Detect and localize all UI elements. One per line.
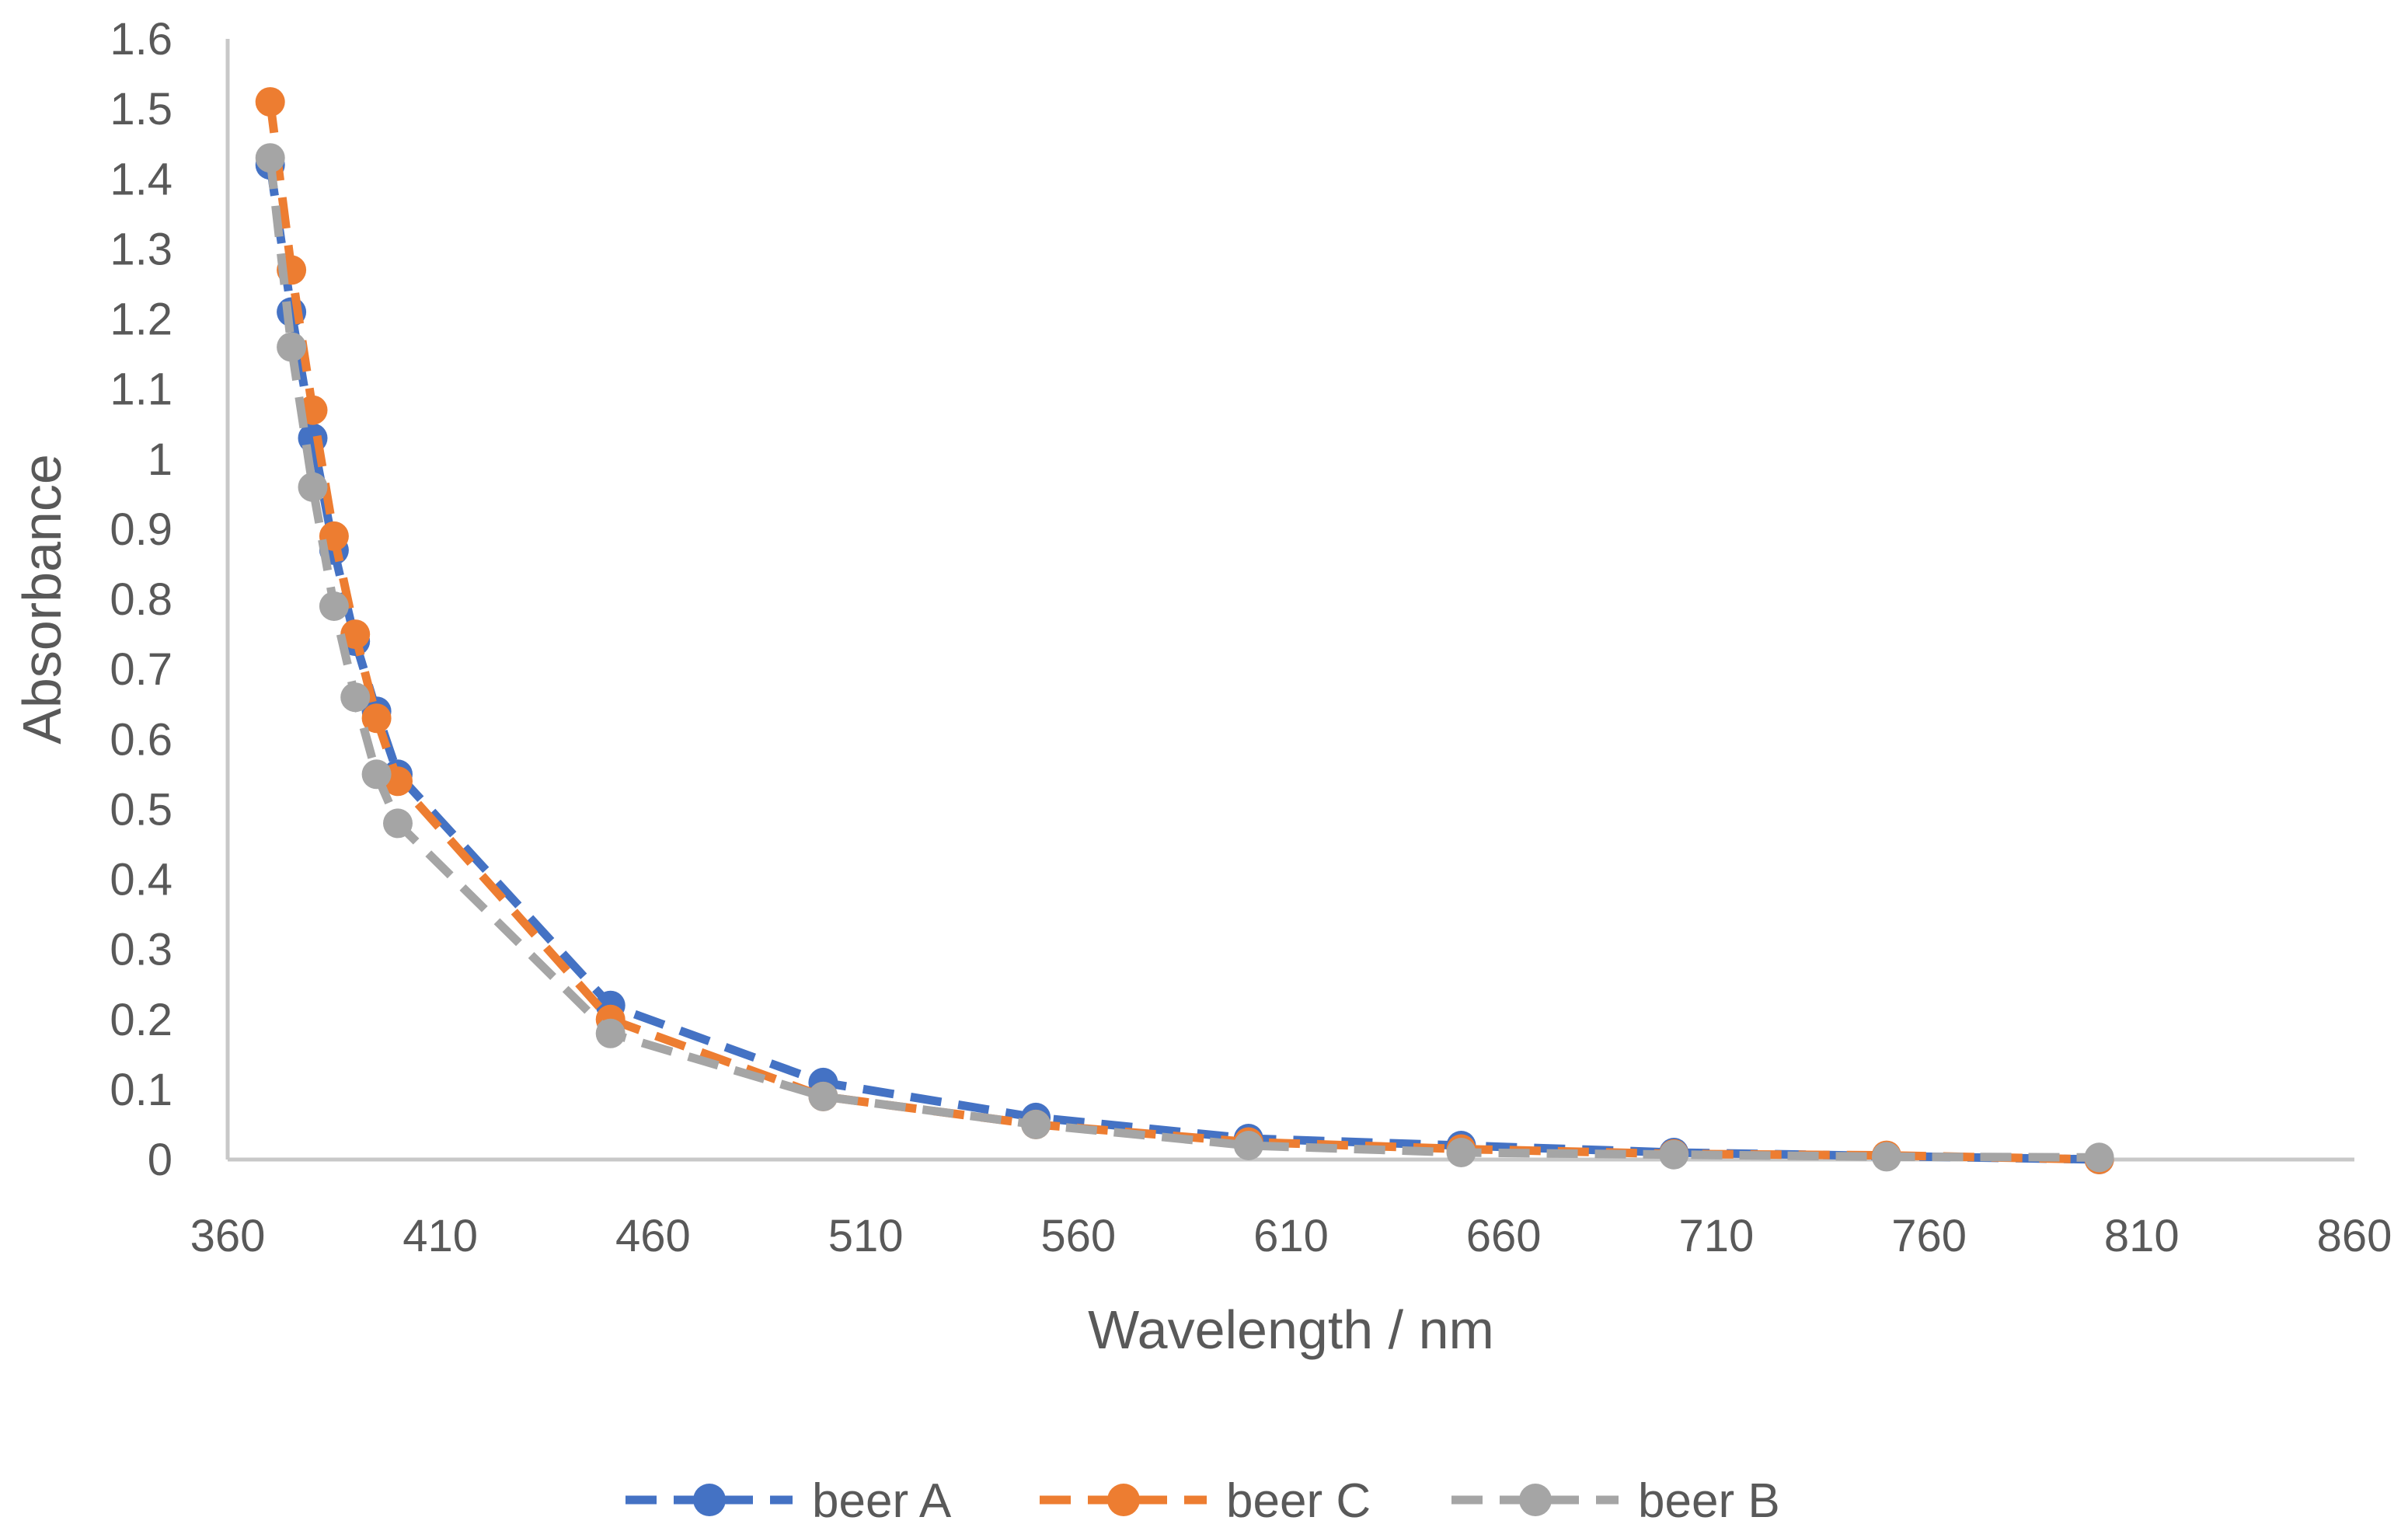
legend-label: beer C bbox=[1226, 1474, 1371, 1528]
data-point bbox=[1659, 1139, 1689, 1170]
data-point bbox=[1021, 1109, 1051, 1139]
data-point bbox=[340, 619, 371, 650]
legend-marker bbox=[693, 1484, 726, 1516]
y-tick-label: 0.5 bbox=[110, 784, 172, 835]
x-tick-label: 360 bbox=[190, 1211, 266, 1261]
data-point bbox=[808, 1081, 838, 1111]
legend-item: beer C bbox=[1040, 1474, 1371, 1528]
y-tick-label: 0.9 bbox=[110, 504, 172, 555]
x-tick-label: 860 bbox=[2317, 1211, 2392, 1261]
legend: beer A beer C beer B bbox=[626, 1474, 1780, 1528]
y-tick-label: 0.2 bbox=[110, 995, 172, 1045]
legend-item: beer B bbox=[1451, 1474, 1780, 1528]
series-beer-B bbox=[255, 143, 2114, 1173]
legend-item: beer A bbox=[626, 1474, 952, 1528]
y-tick-label: 1 bbox=[148, 434, 172, 485]
data-point bbox=[2084, 1142, 2114, 1173]
data-point bbox=[1233, 1131, 1263, 1160]
data-point bbox=[340, 682, 371, 713]
data-point bbox=[1871, 1142, 1901, 1172]
series-beer-A bbox=[255, 150, 2114, 1174]
x-tick-label: 510 bbox=[828, 1211, 904, 1261]
data-point bbox=[383, 808, 413, 839]
y-tick-label: 1.5 bbox=[110, 84, 172, 134]
data-point bbox=[319, 591, 349, 621]
data-point bbox=[1446, 1138, 1476, 1167]
data-point bbox=[361, 703, 392, 734]
y-tick-label: 1.2 bbox=[110, 295, 172, 345]
y-tick-label: 1.1 bbox=[110, 364, 172, 415]
x-tick-label: 560 bbox=[1040, 1211, 1116, 1261]
series-line bbox=[266, 164, 2100, 1164]
legend-label: beer B bbox=[1638, 1474, 1780, 1528]
series-line bbox=[266, 101, 2100, 1164]
series-line bbox=[266, 157, 2100, 1162]
y-tick-label: 1.4 bbox=[110, 154, 172, 204]
y-tick-label: 1.3 bbox=[110, 224, 172, 274]
y-axis-title: Absorbance bbox=[12, 454, 72, 745]
legend-marker bbox=[1107, 1484, 1140, 1516]
x-tick-label: 760 bbox=[1891, 1211, 1967, 1261]
data-point bbox=[298, 472, 328, 502]
y-tick-label: 1.6 bbox=[110, 14, 172, 65]
data-point bbox=[255, 143, 285, 173]
x-tick-label: 710 bbox=[1679, 1211, 1755, 1261]
legend-marker bbox=[1519, 1484, 1552, 1516]
x-tick-label: 410 bbox=[402, 1211, 478, 1261]
y-tick-label: 0.6 bbox=[110, 714, 172, 765]
x-tick-label: 610 bbox=[1253, 1211, 1329, 1261]
x-axis-ticks: 360 410 460 510 560 610 660 710 760 810 860 bbox=[190, 1211, 2392, 1261]
y-tick-label: 0.4 bbox=[110, 855, 172, 905]
x-tick-label: 810 bbox=[2104, 1211, 2180, 1261]
data-point bbox=[595, 1018, 626, 1048]
y-tick-label: 0 bbox=[148, 1135, 172, 1185]
x-axis-title: Wavelength / nm bbox=[1088, 1299, 1494, 1360]
data-point bbox=[361, 759, 392, 790]
legend-label: beer A bbox=[812, 1474, 952, 1528]
y-tick-label: 0.1 bbox=[110, 1065, 172, 1115]
y-axis-ticks: 0 0.1 0.2 0.3 0.4 0.5 0.6 0.7 0.8 0.9 1 1.1 1.2 1.3 1.… bbox=[110, 14, 172, 1185]
data-point bbox=[255, 87, 285, 117]
y-tick-label: 0.8 bbox=[110, 574, 172, 625]
series-layer bbox=[255, 87, 2114, 1174]
data-point bbox=[277, 332, 307, 362]
y-tick-label: 0.7 bbox=[110, 644, 172, 695]
series-beer-C bbox=[255, 87, 2114, 1174]
x-tick-label: 660 bbox=[1466, 1211, 1542, 1261]
y-tick-label: 0.3 bbox=[110, 925, 172, 975]
x-tick-label: 460 bbox=[615, 1211, 691, 1261]
